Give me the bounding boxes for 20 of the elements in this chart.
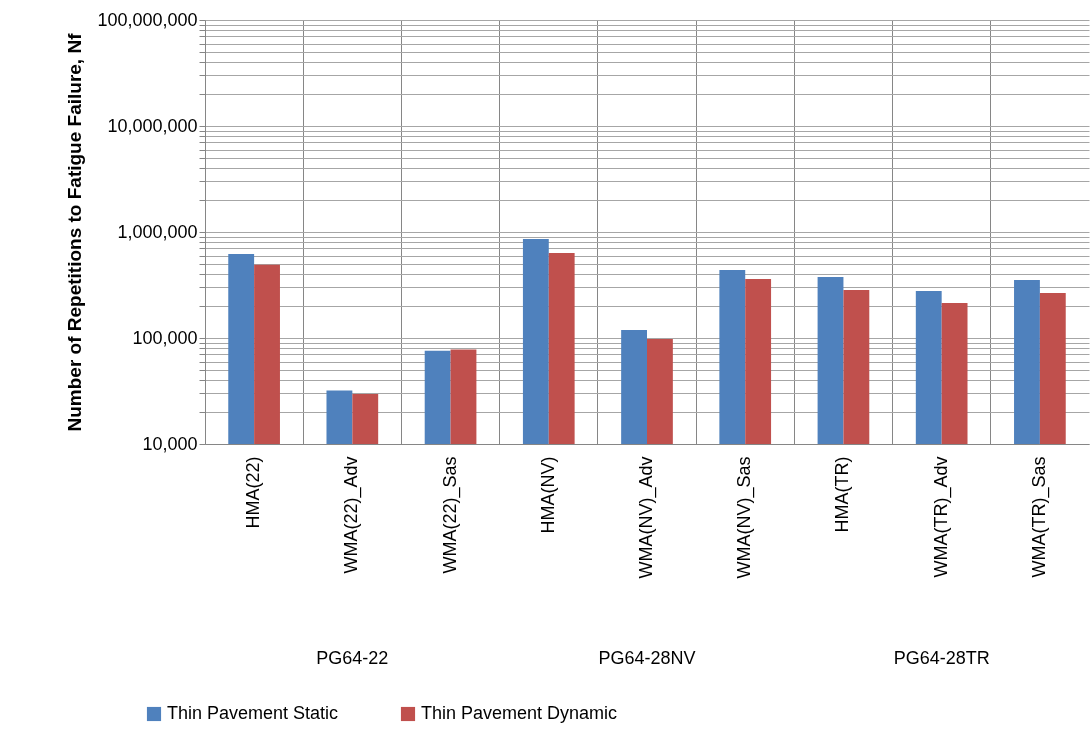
text: PG64-28TR [892, 648, 991, 669]
legend-label: Thin Pavement Static [167, 703, 339, 723]
x-tick-label: HMA(NV) [537, 456, 558, 534]
x-tick-label: WMA(TR)_Adv [930, 456, 952, 578]
x-tick-label: WMA(NV)_Sas [734, 456, 756, 579]
text: PG64-28NV [597, 648, 697, 669]
text: PG64-22 [315, 648, 390, 669]
y-tick-label: 10,000,000 [107, 115, 198, 136]
y-tick-label: 100,000,000 [97, 9, 198, 30]
x-tick-label: WMA(TR)_Sas [1028, 456, 1050, 578]
x-tick-label: WMA(22)_Sas [439, 456, 461, 574]
y-tick-label: 100,000 [132, 327, 198, 348]
y-tick-label: 1,000,000 [117, 221, 198, 242]
y-axis-title: Number of Repetitions to Fatigue Failure, Nf [64, 32, 86, 432]
x-tick-label: HMA(TR) [832, 456, 853, 533]
x-tick-label: HMA(22) [243, 456, 264, 529]
x-tick-label: WMA(NV)_Adv [636, 456, 657, 579]
y-tick-label: 10,000 [142, 433, 198, 454]
x-tick-label: WMA(22)_Adv [341, 456, 363, 574]
legend-label: Thin Pavement Dynamic [421, 703, 618, 723]
